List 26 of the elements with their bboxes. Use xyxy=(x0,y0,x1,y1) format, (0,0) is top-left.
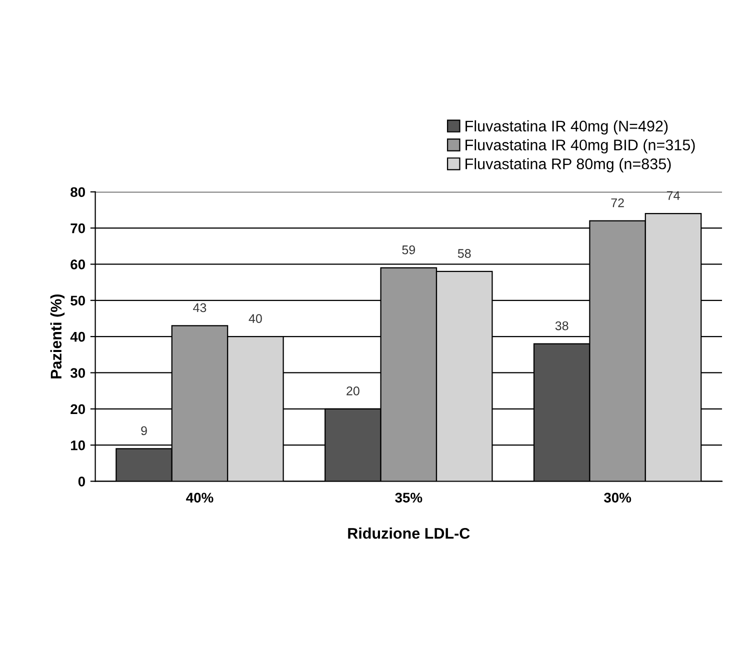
x-axis-title: Riduzione LDL-C xyxy=(348,528,470,539)
data-label: 43 xyxy=(193,303,206,312)
y-tick-label: 30 xyxy=(70,368,85,378)
data-label: 72 xyxy=(611,198,624,208)
y-tick-label: 0 xyxy=(78,476,85,486)
data-label: 38 xyxy=(555,321,568,330)
y-tick-label: 20 xyxy=(70,404,85,414)
data-label: 58 xyxy=(458,249,471,258)
y-axis-title: Pazienti (%) xyxy=(50,294,65,378)
y-tick-label: 50 xyxy=(70,296,85,306)
legend-label: Fluvastatina IR 40mg BID (n=315) xyxy=(466,139,695,154)
y-tick-label: 80 xyxy=(70,187,85,198)
data-label: 20 xyxy=(346,386,360,396)
legend-label: Fluvastatina RP 80mg (n=835) xyxy=(466,158,671,172)
y-tick-label: 10 xyxy=(70,440,85,450)
x-tick-label: 35% xyxy=(395,492,422,503)
y-tick-label: 40 xyxy=(70,332,85,342)
data-label: 74 xyxy=(666,191,680,200)
x-tick-label: 30% xyxy=(604,492,632,503)
data-label: 9 xyxy=(141,426,147,436)
data-label: 40 xyxy=(248,314,262,323)
y-tick-label: 60 xyxy=(70,260,85,270)
legend-label: Fluvastatina IR 40mg (N=492) xyxy=(466,120,668,135)
y-tick-label: 70 xyxy=(70,223,85,234)
x-tick-label: 40% xyxy=(186,492,214,503)
data-label: 59 xyxy=(402,245,416,254)
